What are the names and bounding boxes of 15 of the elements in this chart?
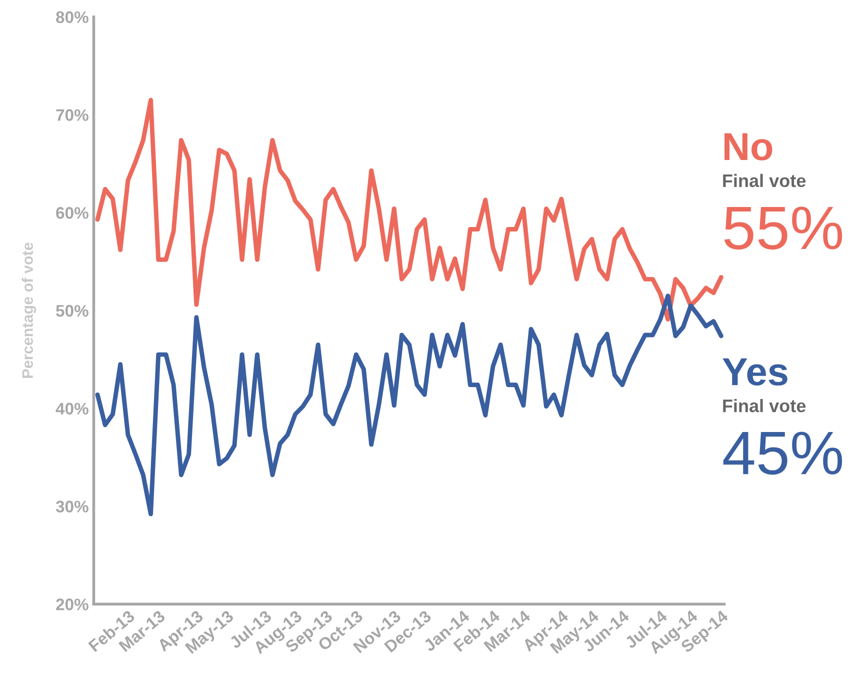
text: 55%: [724, 206, 842, 250]
y-tick-label: 20%: [56, 598, 88, 610]
y-tick-label: 50%: [56, 304, 88, 317]
y-tick-label: 30%: [56, 500, 88, 512]
annotation: Final vote: [723, 398, 806, 412]
y-tick-label: 70%: [56, 109, 88, 121]
line-series: [95, 294, 724, 516]
line-series: [95, 98, 724, 322]
y-tick-label: 60%: [56, 207, 88, 219]
y-tick-label: 80%: [56, 11, 88, 24]
series-label: Yes: [722, 358, 788, 386]
y-tick-label: 40%: [56, 402, 88, 415]
annotation: 45%: [723, 432, 842, 475]
text: No: [724, 133, 772, 160]
annotation: Final vote: [723, 174, 806, 188]
